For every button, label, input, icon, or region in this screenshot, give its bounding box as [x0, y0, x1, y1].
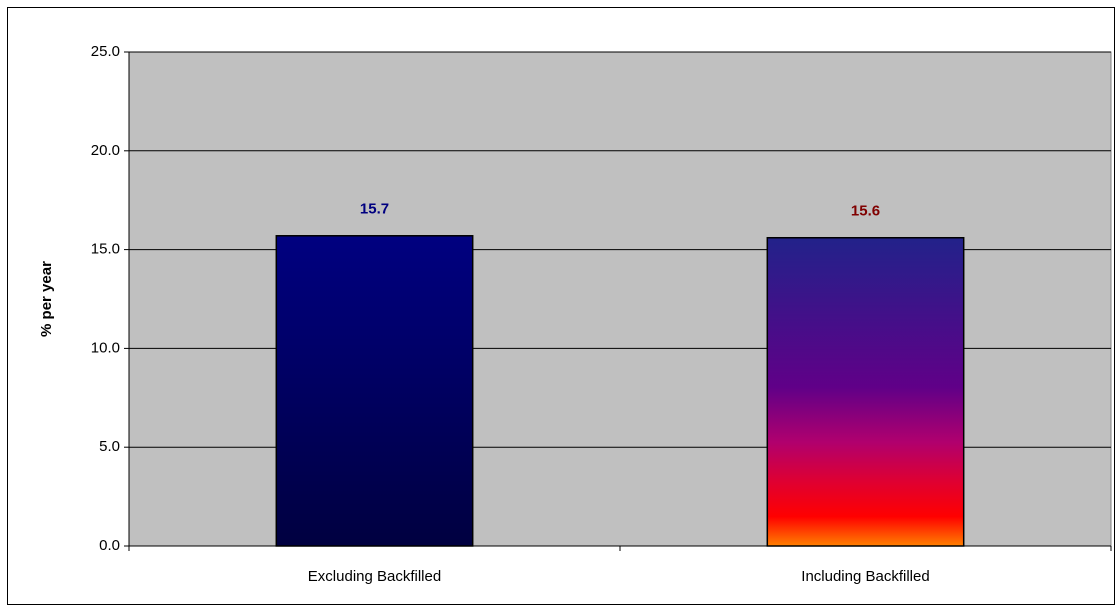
x-tick-label: Including Backfilled — [801, 568, 929, 585]
y-axis-title: % per year — [38, 261, 55, 337]
y-tick-label: 25.0 — [91, 43, 120, 60]
y-tick-label: 15.0 — [91, 241, 120, 258]
value-label: 15.6 — [851, 203, 880, 220]
bar — [275, 235, 474, 547]
y-tick-label: 10.0 — [91, 339, 120, 356]
x-tick-label: Excluding Backfilled — [308, 568, 441, 585]
value-label: 15.7 — [360, 201, 389, 218]
y-tick-label: 20.0 — [91, 142, 120, 159]
y-tick-label: 5.0 — [99, 438, 120, 455]
y-tick-label: 0.0 — [99, 537, 120, 554]
bar — [766, 236, 965, 547]
